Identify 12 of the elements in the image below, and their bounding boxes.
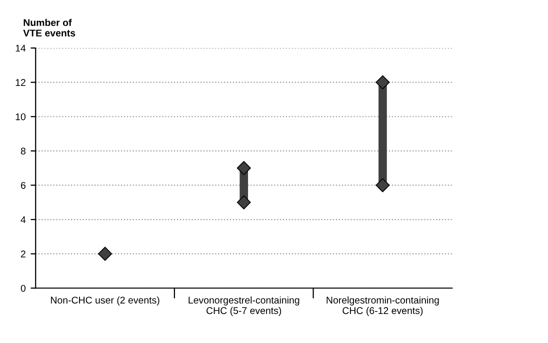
y-tick-label: 4 — [20, 216, 26, 224]
y-tick-label: 2 — [20, 250, 26, 258]
y-axis-title: Number of VTE events — [23, 18, 76, 36]
x-tick-label: Non-CHC user (2 events) — [50, 296, 160, 306]
y-tick-label: 8 — [20, 148, 26, 155]
y-tick-label: 14 — [16, 44, 26, 52]
y-tick-label: 0 — [20, 284, 26, 292]
y-tick-label: 12 — [16, 79, 26, 86]
y-tick-label: 10 — [16, 113, 26, 120]
x-tick-label: Norelgestromin-containing CHC (6-12 events) — [326, 296, 439, 316]
x-tick-label: Levonorgestrel-containing CHC (5-7 events) — [188, 296, 300, 316]
y-tick-label: 6 — [20, 182, 26, 189]
